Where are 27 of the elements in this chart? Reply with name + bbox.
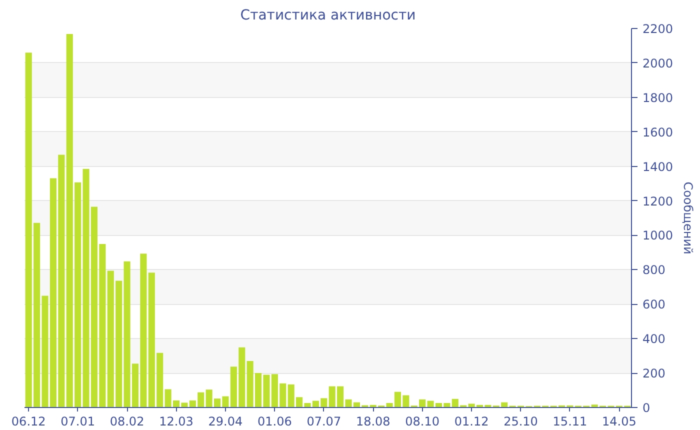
x-tick-label: 08.10 bbox=[405, 414, 440, 428]
y-tick-label: 2000 bbox=[642, 56, 674, 70]
y-tick-label: 1200 bbox=[642, 194, 674, 208]
y-tick-label: 600 bbox=[642, 298, 666, 312]
y-tick-label: 1400 bbox=[642, 160, 674, 174]
y-tick-label: 400 bbox=[642, 332, 666, 346]
y-tick-label: 2200 bbox=[642, 22, 674, 36]
x-tick-label: 07.01 bbox=[60, 414, 95, 428]
x-tick-label: 08.02 bbox=[110, 414, 144, 428]
y-tick-label: 1600 bbox=[642, 125, 674, 140]
x-tick-label: 15.11 bbox=[552, 414, 588, 428]
y-tick-label: 1000 bbox=[642, 228, 674, 243]
y-tick-label: 200 bbox=[642, 366, 666, 381]
x-tick-label: 14.05 bbox=[602, 414, 636, 428]
y-tick-label: 800 bbox=[642, 263, 666, 278]
x-tick-label: 29.04 bbox=[208, 414, 243, 428]
x-tick-label: 01.06 bbox=[258, 414, 292, 428]
x-tick-label: 06.12 bbox=[11, 414, 46, 428]
x-tick-label: 07.07 bbox=[306, 414, 342, 428]
y-axis-title: Сообщений bbox=[681, 182, 696, 254]
chart-title: Статистика активности bbox=[240, 8, 416, 24]
x-tick-label: 18.08 bbox=[356, 414, 390, 428]
y-tick-label: 0 bbox=[642, 401, 650, 415]
x-tick-label: 12.03 bbox=[159, 414, 194, 428]
x-tick-label: 01.12 bbox=[454, 414, 489, 428]
x-tick-label: 25.10 bbox=[504, 414, 538, 428]
y-tick-label: 1800 bbox=[642, 90, 674, 105]
